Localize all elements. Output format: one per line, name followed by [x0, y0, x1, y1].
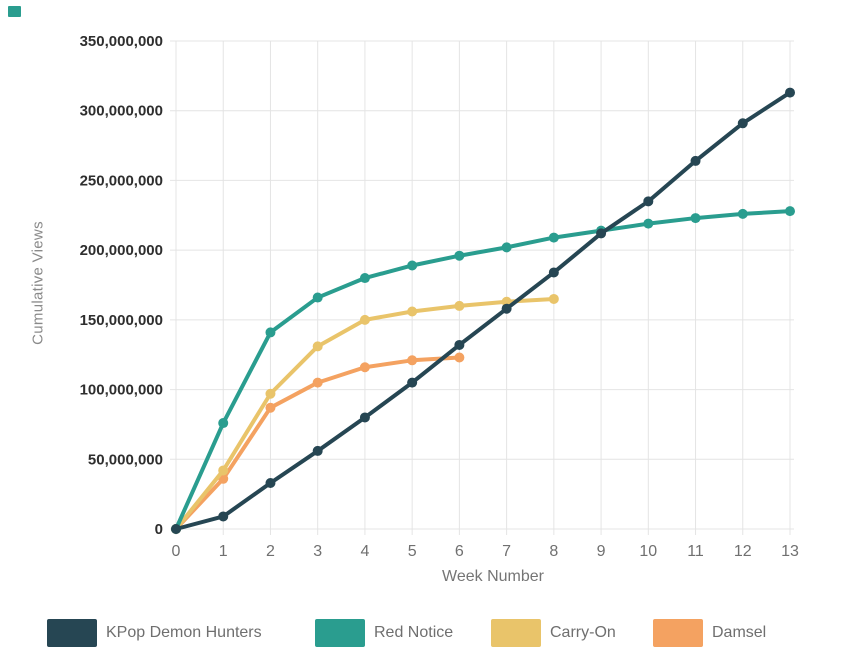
data-point-kpop-demon-hunters	[548, 267, 559, 278]
data-point-kpop-demon-hunters	[218, 511, 229, 522]
legend-label: Damsel	[712, 624, 767, 641]
y-tick-label: 100,000,000	[80, 382, 163, 399]
x-tick-label: 3	[313, 543, 322, 560]
data-point-carry-on	[265, 388, 276, 399]
data-point-kpop-demon-hunters	[501, 303, 512, 314]
data-point-carry-on	[548, 293, 559, 304]
x-tick-label: 12	[734, 543, 752, 560]
data-point-damsel	[312, 377, 323, 388]
data-point-carry-on	[407, 306, 418, 317]
x-tick-label: 1	[219, 543, 228, 560]
data-point-kpop-demon-hunters	[643, 196, 654, 207]
data-point-red-notice	[737, 208, 748, 219]
data-point-kpop-demon-hunters	[407, 377, 418, 388]
data-point-kpop-demon-hunters	[171, 524, 181, 534]
x-tick-label: 13	[781, 543, 799, 560]
data-point-kpop-demon-hunters	[690, 155, 701, 166]
legend-swatch-red-notice	[315, 619, 365, 647]
y-tick-label: 200,000,000	[80, 242, 163, 259]
data-point-red-notice	[218, 418, 229, 429]
data-point-red-notice	[643, 218, 654, 229]
data-point-red-notice	[785, 206, 795, 217]
y-axis-title: Cumulative Views	[29, 221, 47, 345]
data-point-damsel	[359, 362, 370, 373]
data-point-carry-on	[501, 296, 512, 307]
x-tick-label: 10	[639, 543, 657, 560]
data-point-kpop-demon-hunters	[265, 477, 276, 488]
y-tick-label: 150,000,000	[80, 312, 163, 329]
data-point-carry-on	[454, 300, 465, 311]
y-tick-label: 0	[155, 521, 163, 538]
legend-item-red-notice[interactable]: Red Notice	[315, 619, 453, 647]
legend-label: Red Notice	[374, 624, 454, 641]
series-line-red-notice	[174, 209, 792, 531]
data-point-carry-on	[312, 341, 323, 352]
x-tick-label: 6	[455, 543, 464, 560]
x-axis-title: Week Number	[442, 568, 544, 585]
x-tick-label: 2	[266, 543, 275, 560]
data-point-red-notice	[690, 213, 701, 224]
x-tick-label: 11	[687, 543, 704, 560]
data-point-damsel	[454, 352, 465, 363]
legend-item-damsel[interactable]: Damsel	[653, 619, 766, 647]
legend-swatch-kpop-demon-hunters	[47, 619, 97, 647]
x-tick-label: 5	[408, 543, 417, 560]
x-tick-label: 7	[502, 543, 511, 560]
legend-label: Carry-On	[550, 624, 616, 641]
data-point-red-notice	[548, 232, 559, 243]
y-tick-label: 300,000,000	[80, 103, 163, 120]
data-point-red-notice	[265, 327, 276, 338]
data-point-red-notice	[407, 260, 418, 271]
data-point-kpop-demon-hunters	[737, 118, 748, 129]
x-tick-label: 4	[360, 543, 369, 560]
data-point-red-notice	[501, 242, 512, 253]
data-point-red-notice	[359, 273, 370, 284]
data-point-kpop-demon-hunters	[359, 412, 370, 423]
y-tick-label: 250,000,000	[80, 172, 163, 189]
data-point-kpop-demon-hunters	[596, 228, 607, 239]
data-point-kpop-demon-hunters	[312, 445, 323, 456]
data-point-red-notice	[312, 292, 323, 303]
x-tick-label: 0	[172, 543, 181, 560]
x-tick-label: 9	[597, 543, 606, 560]
y-tick-label: 350,000,000	[80, 33, 163, 50]
legend-label: KPop Demon Hunters	[106, 624, 262, 641]
data-point-kpop-demon-hunters	[785, 87, 795, 98]
data-point-red-notice	[454, 250, 465, 261]
x-tick-label: 8	[549, 543, 558, 560]
legend-item-carry-on[interactable]: Carry-On	[491, 619, 616, 647]
data-point-kpop-demon-hunters	[454, 339, 465, 350]
data-point-damsel	[265, 402, 276, 413]
y-tick-label: 50,000,000	[88, 451, 163, 468]
data-point-carry-on	[359, 314, 370, 325]
data-point-carry-on	[218, 465, 229, 476]
legend-item-kpop-demon-hunters[interactable]: KPop Demon Hunters	[47, 619, 262, 647]
data-point-damsel	[407, 355, 418, 366]
legend-swatch-damsel	[653, 619, 703, 647]
series-line-kpop-demon-hunters	[174, 90, 792, 531]
stray-teal-mark	[8, 6, 21, 17]
legend-swatch-carry-on	[491, 619, 541, 647]
